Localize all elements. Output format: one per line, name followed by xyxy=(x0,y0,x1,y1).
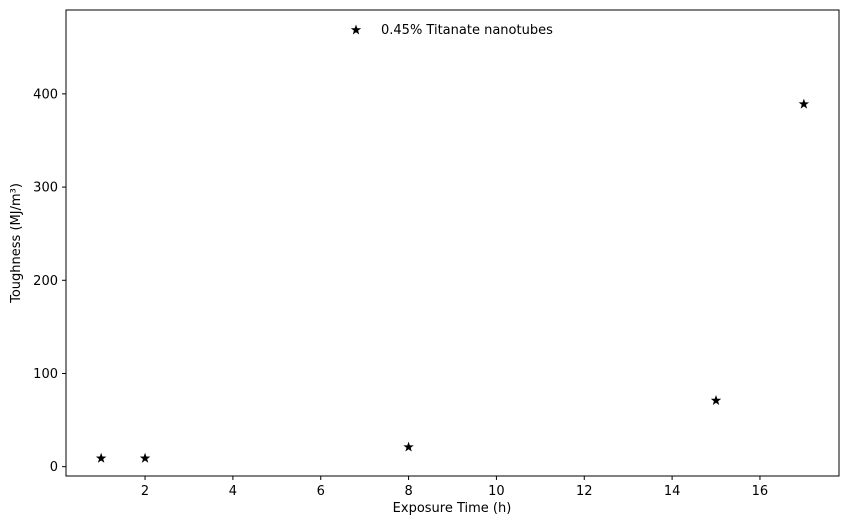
x-tick-label: 8 xyxy=(404,484,412,499)
legend-label: 0.45% Titanate nanotubes xyxy=(381,23,553,38)
x-tick-label: 16 xyxy=(752,484,769,499)
data-point-star xyxy=(95,452,107,463)
y-tick-label: 100 xyxy=(33,367,58,382)
x-axis-title: Exposure Time (h) xyxy=(393,501,512,516)
x-tick-label: 4 xyxy=(229,484,237,499)
ticks-layer: 2 4 6 8 10 12 14 16 0 100 200 300 400 xyxy=(33,87,768,499)
x-tick-label: 12 xyxy=(576,484,593,499)
y-tick-label: 200 xyxy=(33,274,58,289)
data-point-star xyxy=(798,98,810,109)
points-layer xyxy=(95,98,810,463)
star-icon xyxy=(350,24,362,35)
y-tick-label: 300 xyxy=(33,181,58,196)
x-tick-label: 6 xyxy=(317,484,325,499)
plot-area-frame xyxy=(65,9,840,477)
legend-marker-star-icon xyxy=(350,24,362,35)
legend: 0.45% Titanate nanotubes xyxy=(350,23,553,38)
data-point-star xyxy=(403,441,414,452)
y-tick-label: 400 xyxy=(33,87,58,102)
data-point-star xyxy=(710,395,722,405)
x-tick-label: 14 xyxy=(664,484,681,499)
x-tick-label: 10 xyxy=(488,484,505,499)
data-point-star xyxy=(139,452,151,463)
x-tick-label: 2 xyxy=(141,484,149,499)
y-tick-label: 0 xyxy=(50,460,58,475)
y-axis-title: Toughness (MJ/m³) xyxy=(9,183,24,304)
